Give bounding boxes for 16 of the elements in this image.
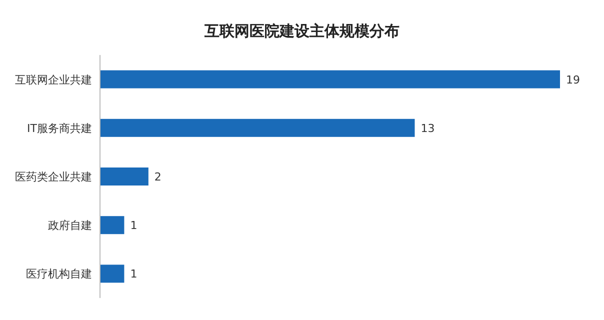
y-tick-label: 医疗机构自建	[26, 268, 92, 281]
bar	[100, 216, 124, 234]
data-label: 1	[130, 268, 138, 281]
bar	[100, 70, 560, 88]
data-label: 2	[154, 170, 162, 184]
data-label: 1	[130, 219, 138, 232]
bar	[100, 264, 124, 283]
data-label: 19	[566, 73, 580, 86]
y-tick-label: 政府自建	[48, 219, 92, 232]
bar	[100, 118, 415, 137]
y-tick-label: 互联网企业共建	[15, 73, 92, 86]
y-tick-label: 医药类企业共建	[15, 170, 92, 184]
chart-title: 互联网医院建设主体规模分布	[204, 22, 400, 40]
bar	[100, 168, 148, 186]
y-tick-label: IT服务商共建	[27, 122, 92, 135]
data-label: 13	[420, 122, 435, 135]
